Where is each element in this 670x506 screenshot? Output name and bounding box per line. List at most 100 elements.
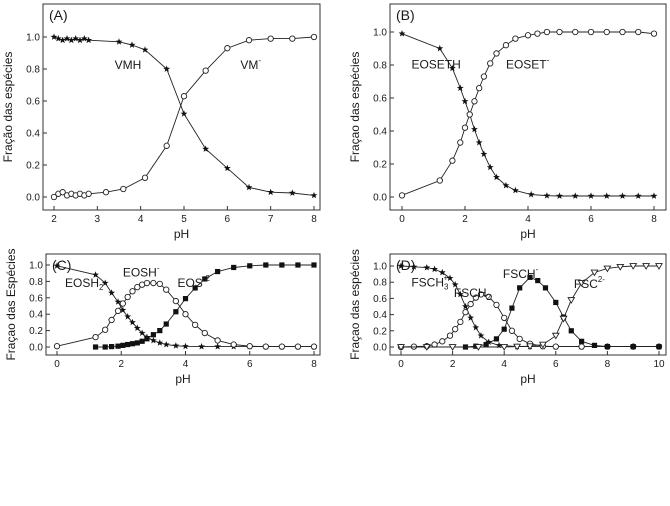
panel-d-xtick-label: 2: [450, 359, 456, 370]
annotation-text: VM: [240, 58, 258, 72]
panel-c-circle-point: [143, 279, 151, 287]
panel-c-annotation-eos2: EOS-2: [177, 274, 210, 290]
annotation-text: EOSET: [506, 57, 547, 71]
panel-d-square-point: [509, 305, 515, 311]
panel-a-xtick-label: 5: [181, 214, 187, 225]
panel-a-star-point: [72, 35, 80, 42]
annotation-superscript: -: [536, 265, 539, 274]
panel-d-triangle-down-point: [567, 297, 576, 304]
panel-a-circle-point: [163, 142, 170, 149]
panel-d-triangle-down-point: [655, 263, 663, 270]
panel-c-ytick-label: 0.8: [29, 277, 43, 288]
panel-b-circle-point: [534, 30, 541, 37]
panel-d-star-point: [397, 262, 405, 269]
panel-a-star-point: [50, 33, 58, 40]
panel-d-circle-point: [462, 309, 469, 316]
annotation-text: FSCH: [503, 267, 536, 281]
panel-d-square-point: [527, 274, 533, 280]
panel-d-series-1: [397, 291, 663, 351]
panel-a-ytick-label: 0.0: [26, 193, 40, 204]
panel-b-circle-point: [543, 28, 551, 36]
panel-c-square-point: [125, 341, 131, 348]
panel-d-square-point: [553, 299, 559, 306]
panel-d-star-point: [423, 264, 431, 271]
panel-b-series-0: [398, 30, 658, 199]
panel-b-star-point: [556, 192, 563, 199]
panel-b-xtick-label: 2: [462, 214, 468, 225]
panel-c-star-point: [53, 262, 61, 269]
panel-c-star-point: [156, 339, 164, 346]
panel-d-triangle-down-point: [513, 343, 522, 351]
panel-b: (B) 0 2 4 6 8 0.0 0.2 0.4 0.6 0.8 1.0 pH Fraçao das e…: [348, 3, 667, 241]
panel-d-circle-point: [446, 332, 454, 339]
panel-c-annotation-eosh: EOSH-: [123, 263, 160, 279]
panel-d-ylabel: Fraçao das espécies: [348, 249, 362, 360]
panel-b-star-point: [587, 192, 595, 199]
annotation-subscript: 3: [444, 282, 449, 291]
panel-b-circle-point: [436, 177, 443, 184]
panel-d-triangle-down-point: [603, 265, 612, 273]
panel-d-annotation-fsc2: FSC2-: [574, 275, 605, 291]
panel-d-triangle-down-point: [551, 332, 560, 340]
panel-c-square-point: [173, 309, 179, 315]
panel-c-circle-point: [119, 300, 127, 307]
panel-d-square-point: [483, 341, 489, 348]
panel-d-xtick-label: 4: [501, 359, 507, 370]
panel-b-ytick-label: 0.4: [373, 127, 387, 138]
panel-d-ytick-label: 1.0: [373, 262, 387, 273]
panel-b-circle-point: [398, 192, 406, 199]
panel-d-triangle-down-point: [397, 344, 405, 351]
panel-b-circle-point: [466, 111, 473, 118]
panel-c-square-point: [109, 343, 115, 350]
panel-a: (A) 2 3 4 5 6 7 8 0.0 0.2 0.4 0.6 0.8 1.0 pH Fração das…: [1, 3, 321, 241]
panel-d-triangle-down-point: [590, 269, 599, 277]
panel-c-circle-point: [294, 343, 302, 350]
panel-b-star-point: [511, 186, 519, 194]
annotation-text: FSCH: [411, 275, 444, 289]
panel-d-square-point: [591, 342, 598, 348]
panel-c-star-point: [182, 342, 189, 350]
panel-c-square-point: [139, 338, 145, 344]
panel-d-square-point: [630, 343, 636, 350]
panel-d-triangle-down-point: [577, 280, 586, 287]
panel-d-label: (D): [396, 257, 415, 273]
panel-c-square-point: [295, 262, 301, 268]
panel-a-star-point: [310, 191, 318, 199]
panel-b-star-point: [634, 192, 642, 199]
panel-a-xtick-label: 2: [51, 214, 57, 225]
panel-d-square-point: [656, 343, 662, 350]
panel-c-square-point: [279, 262, 285, 268]
panel-c-square-point: [263, 262, 269, 268]
panel-c-circle-point: [92, 334, 99, 341]
panel-d-square-point: [493, 336, 500, 342]
panel-c-ytick-label: 0.4: [29, 310, 43, 321]
panel-b-circle-point: [650, 30, 658, 37]
panel-a-series-line: [53, 36, 315, 198]
panel-d-square-point: [604, 343, 610, 350]
panel-a-star-point: [245, 183, 253, 191]
panel-a-star-point: [267, 188, 275, 196]
panel-d-circle-point: [439, 338, 446, 345]
annotation-text: EOSETH: [411, 57, 460, 71]
panel-d-circle-point: [578, 343, 585, 350]
panel-c-circle-point: [134, 283, 141, 291]
annotation-subscript: 2: [487, 293, 492, 302]
panel-c-label: (C): [52, 257, 71, 273]
panel-b-circle-point: [619, 28, 626, 36]
panel-c-circle-point: [150, 279, 157, 287]
panel-b-star-point: [571, 192, 579, 199]
panel-d-square-point: [501, 326, 507, 332]
panel-c-ytick-label: 0.0: [29, 343, 43, 354]
panel-d-triangle-down-point: [474, 344, 483, 351]
panel-c-star-point: [198, 342, 205, 350]
annotation-superscript: -: [547, 55, 550, 64]
panel-c-xtick-label: 0: [54, 359, 60, 370]
panel-d-annotation-fsch: FSCH-: [503, 265, 539, 281]
panel-c-square-point: [163, 321, 169, 327]
panel-a-star-point: [141, 46, 149, 53]
panel-c-square-point: [102, 344, 108, 350]
panel-d-frame: [389, 253, 667, 356]
panel-b-circle-point: [572, 28, 579, 36]
panel-a-circle-point: [289, 35, 296, 42]
